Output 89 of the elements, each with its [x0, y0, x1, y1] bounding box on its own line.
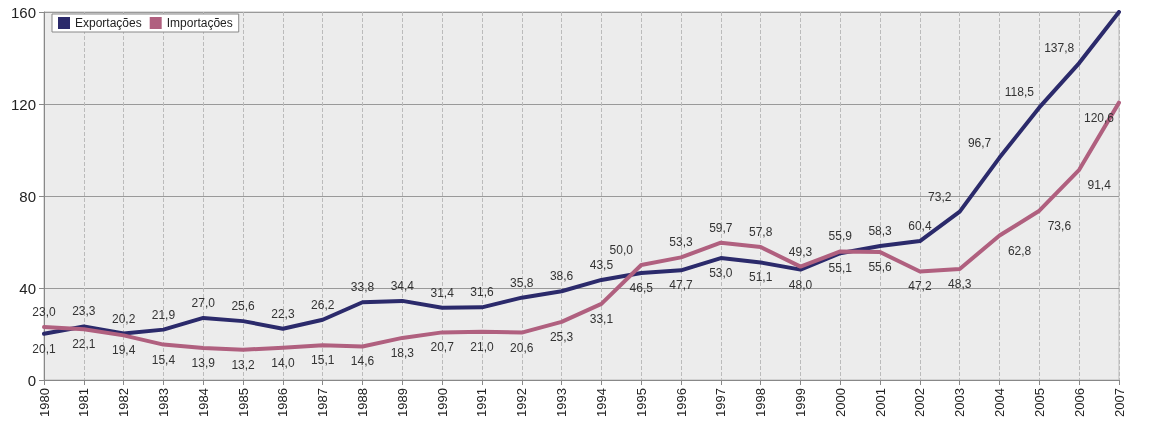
x-tick-label: 1981	[76, 388, 92, 417]
data-label: 27,0	[191, 295, 216, 310]
x-tick-label: 1998	[753, 388, 769, 417]
x-tick-label: 1980	[36, 388, 52, 417]
data-label: 73,6	[1047, 218, 1072, 233]
data-label: 14,6	[350, 354, 375, 369]
x-tick-label: 1988	[355, 388, 371, 417]
data-label: 22,3	[271, 306, 295, 321]
data-label: 13,2	[231, 357, 256, 372]
data-label: 53,3	[669, 235, 694, 250]
data-label: 96,7	[967, 135, 992, 150]
data-label: 21,0	[470, 339, 494, 354]
data-label: 20,6	[510, 340, 534, 355]
data-label: 33,1	[589, 311, 614, 326]
data-label: 57,8	[748, 225, 773, 240]
data-label: 48,0	[788, 277, 813, 292]
x-tick-label: 1985	[235, 388, 251, 417]
data-label: 18,3	[390, 345, 415, 360]
data-label: 55,9	[828, 229, 853, 244]
x-tick-label: 2001	[872, 388, 888, 417]
data-label: 38,6	[549, 269, 574, 284]
data-label: 22,1	[72, 337, 96, 352]
y-tick-label: 80	[19, 187, 36, 205]
data-label: 31,4	[430, 285, 455, 300]
data-label: 26,2	[311, 297, 335, 312]
y-tick-label: 40	[19, 279, 36, 297]
x-tick-label: 2004	[992, 388, 1008, 417]
data-label: 73,2	[928, 189, 952, 204]
data-label: 25,6	[231, 299, 256, 314]
data-label: 15,4	[151, 352, 176, 367]
x-tick-label: 1983	[155, 388, 171, 417]
x-tick-label: 1993	[554, 388, 570, 417]
x-tick-label: 1992	[514, 388, 530, 417]
data-label: 51,1	[748, 270, 773, 285]
data-label: 21,9	[151, 307, 176, 322]
data-label: 91,4	[1087, 177, 1112, 192]
data-label: 25,3	[549, 329, 574, 344]
data-label: 15,1	[311, 353, 335, 368]
data-label: 53,0	[709, 266, 733, 281]
x-tick-label: 2002	[912, 388, 928, 417]
data-label: 50,0	[609, 243, 634, 257]
data-label: 49,3	[788, 244, 813, 259]
x-tick-label: 1994	[593, 388, 609, 417]
data-label: 23,3	[72, 304, 96, 319]
x-tick-label: 1991	[474, 388, 490, 417]
data-label: 55,1	[828, 261, 853, 276]
x-tick-label: 1986	[275, 388, 291, 417]
x-tick-label: 1989	[394, 388, 410, 417]
data-label: 62,8	[1007, 243, 1032, 258]
x-tick-label: 1995	[633, 388, 649, 417]
data-label: 13,9	[191, 356, 216, 371]
y-tick-label: 0	[27, 371, 36, 389]
data-label: 33,8	[350, 280, 375, 295]
data-label: 14,0	[271, 355, 295, 370]
data-label: 20,7	[430, 340, 455, 355]
data-label: 118,5	[1004, 85, 1035, 100]
data-label: 55,6	[868, 260, 893, 275]
y-tick-label: 120	[10, 95, 36, 113]
data-label: 23,0	[32, 305, 56, 320]
legend-label: Exportações	[75, 16, 142, 30]
x-tick-label: 1999	[792, 388, 808, 417]
x-tick-label: 2000	[832, 388, 848, 417]
data-label: 60,4	[908, 219, 932, 234]
data-label: 20,2	[111, 311, 136, 326]
data-label: 31,6	[470, 285, 494, 300]
data-label: 47,7	[669, 278, 694, 293]
x-tick-label: 1984	[195, 388, 211, 417]
x-tick-label: 1987	[315, 388, 331, 417]
data-label: 43,5	[589, 257, 614, 272]
data-label: 58,3	[868, 223, 893, 238]
x-tick-label: 1996	[673, 388, 689, 417]
data-label: 48,3	[948, 276, 972, 291]
data-label: 34,4	[390, 278, 415, 293]
data-label: 137,8	[1044, 41, 1075, 56]
data-label: 59,7	[709, 220, 733, 235]
data-label: 35,8	[510, 275, 534, 290]
x-tick-label: 2006	[1071, 388, 1087, 417]
x-tick-label: 2007	[1111, 388, 1127, 417]
x-tick-label: 1990	[434, 388, 450, 417]
data-label: 47,2	[908, 279, 932, 294]
y-tick-label: 160	[10, 3, 36, 21]
x-tick-label: 1997	[713, 388, 729, 417]
x-tick-label: 2005	[1031, 388, 1047, 417]
legend-label: Importações	[166, 16, 233, 30]
data-label: 46,5	[629, 281, 654, 296]
x-tick-label: 1982	[116, 388, 132, 417]
data-label: 19,4	[111, 343, 136, 358]
x-tick-label: 2003	[952, 388, 968, 417]
data-label: 20,1	[32, 341, 56, 356]
